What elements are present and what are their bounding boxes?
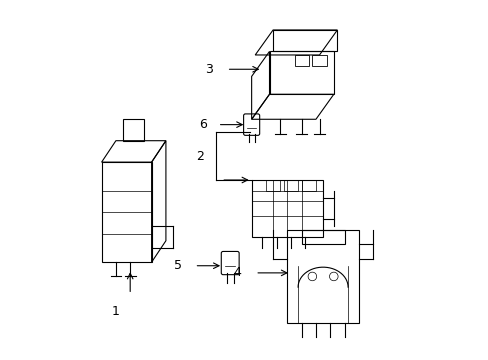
Text: 1: 1 bbox=[112, 305, 120, 318]
Text: 4: 4 bbox=[233, 266, 241, 279]
Text: 2: 2 bbox=[196, 150, 203, 163]
Text: 3: 3 bbox=[204, 63, 212, 76]
Text: 5: 5 bbox=[174, 259, 182, 272]
Text: 6: 6 bbox=[199, 118, 207, 131]
